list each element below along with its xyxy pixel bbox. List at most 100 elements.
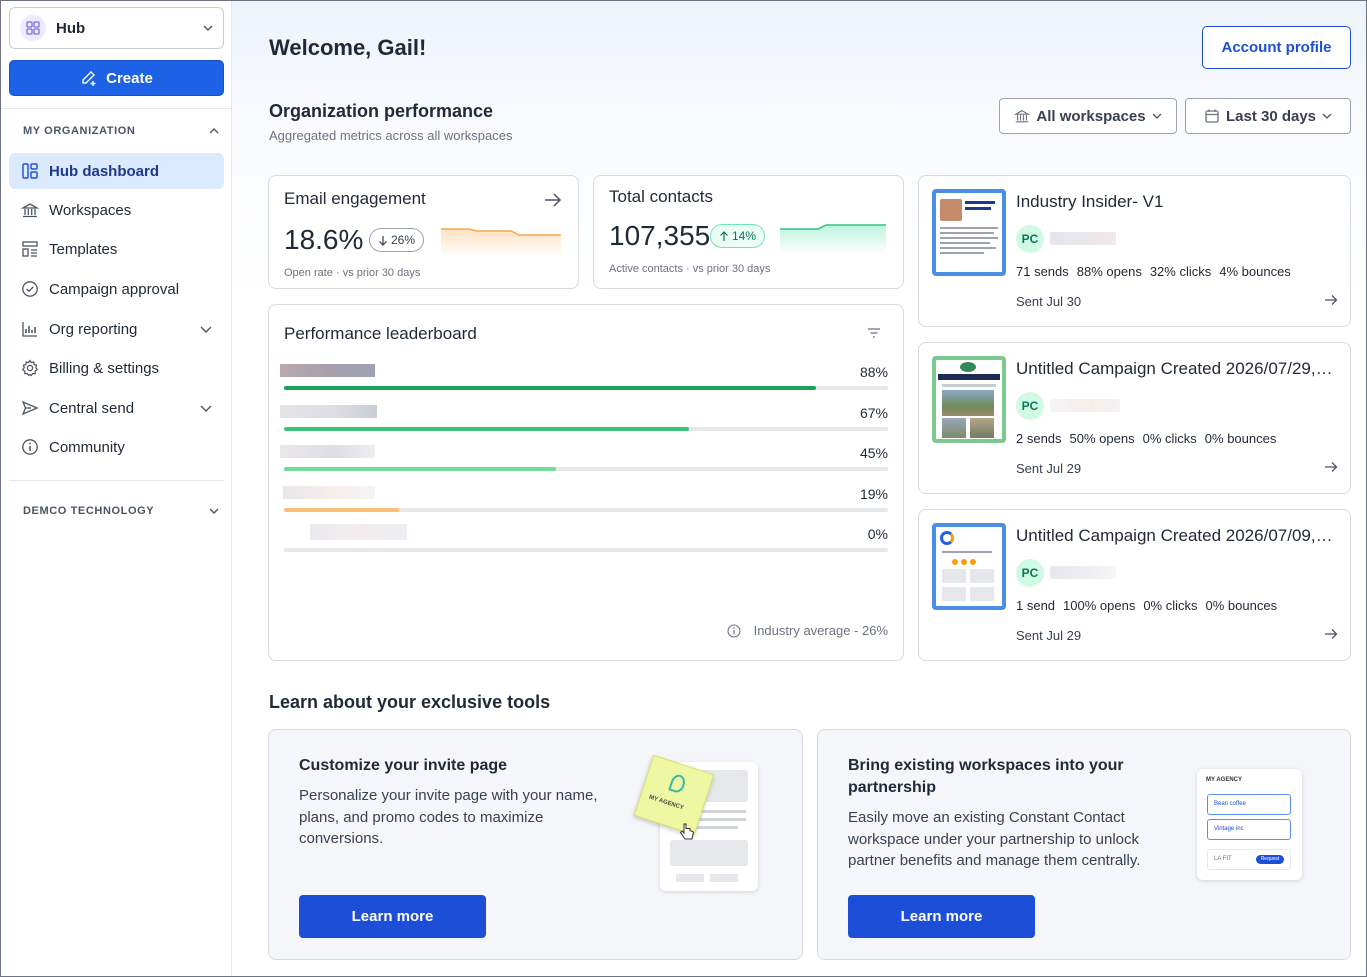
- illus-item: LA FIT Request: [1207, 849, 1291, 870]
- progress-fill: [284, 427, 689, 431]
- campaign-stats: 71 sends 88% opens 32% clicks 4% bounces: [1016, 264, 1299, 279]
- hub-selector[interactable]: Hub: [9, 7, 224, 49]
- tool-heading-line: Bring existing workspaces into your: [848, 757, 1124, 774]
- sparkline-green: [780, 224, 886, 254]
- tool-description: Personalize your invite page with your n…: [299, 787, 598, 847]
- chevron-down-icon: [200, 326, 212, 333]
- metric-value: 107,355: [609, 220, 711, 251]
- filter-icon[interactable]: [867, 327, 881, 339]
- stat-bounces: 0% bounces: [1204, 431, 1277, 446]
- arrow-right-icon[interactable]: [1324, 627, 1338, 641]
- info-icon: [21, 438, 39, 456]
- chevron-down-icon: [209, 508, 219, 514]
- stat-opens: 50% opens: [1069, 431, 1135, 446]
- progress-track: [284, 386, 888, 390]
- progress-track: [284, 548, 888, 552]
- industry-average: Industry average - 26%: [727, 623, 888, 638]
- stat-sends: 2 sends: [1016, 431, 1062, 446]
- calendar-icon: [1205, 109, 1219, 123]
- date-filter-dropdown[interactable]: Last 30 days: [1185, 98, 1351, 134]
- sidebar-item-billing-settings[interactable]: Billing & settings: [9, 350, 224, 386]
- avatar: PC: [1016, 225, 1044, 253]
- check-circle-icon: [21, 280, 39, 298]
- illus-title: MY AGENCY: [1206, 777, 1243, 783]
- sidebar-item-campaign-approval[interactable]: Campaign approval: [9, 271, 224, 307]
- bank-icon: [21, 201, 39, 219]
- learn-more-button[interactable]: Learn more: [848, 895, 1035, 938]
- progress-fill: [284, 508, 399, 512]
- templates-icon: [21, 240, 39, 258]
- metric-value: 18.6%: [284, 224, 364, 255]
- change-value: 14%: [732, 229, 757, 243]
- sidebar-item-central-send[interactable]: Central send: [9, 390, 224, 426]
- sidebar-item-label: Community: [49, 438, 125, 456]
- sidebar-item-hub-dashboard[interactable]: Hub dashboard: [9, 153, 224, 189]
- campaign-card[interactable]: Untitled Campaign Created 2026/07/09, 12…: [918, 509, 1351, 661]
- card-title: Total contacts: [609, 187, 713, 206]
- campaign-date: Sent Jul 29: [1016, 461, 1082, 476]
- industry-average-text: Industry average - 26%: [753, 623, 888, 638]
- chevron-down-icon: [1322, 113, 1332, 119]
- sidebar-item-label: Hub dashboard: [49, 162, 160, 180]
- email-engagement-card[interactable]: Email engagement 18.6% 26% Open rate · v…: [268, 175, 579, 289]
- stat-sends: 1 send: [1016, 598, 1056, 613]
- redacted-name: [280, 405, 377, 418]
- arrow-right-icon[interactable]: [544, 192, 562, 208]
- campaign-thumbnail: [932, 523, 1006, 610]
- sidebar-item-label: Workspaces: [49, 201, 132, 219]
- learn-more-button[interactable]: Learn more: [299, 895, 486, 938]
- section-label: DEMCO TECHNOLOGY: [23, 505, 155, 517]
- sidebar-item-label: Org reporting: [49, 320, 138, 338]
- account-profile-button[interactable]: Account profile: [1202, 26, 1351, 69]
- change-badge: 26%: [369, 228, 425, 252]
- dashboard-icon: [21, 162, 39, 180]
- dropdown-label: Last 30 days: [1225, 107, 1317, 125]
- campaign-thumbnail: [932, 189, 1006, 276]
- chevron-down-icon: [203, 25, 213, 31]
- sidebar-item-org-reporting[interactable]: Org reporting: [9, 311, 224, 347]
- hub-label: Hub: [56, 19, 86, 37]
- arrow-up-icon: [720, 230, 728, 241]
- section-my-organization[interactable]: MY ORGANIZATION: [23, 125, 219, 137]
- arrow-right-icon[interactable]: [1324, 460, 1338, 474]
- change-badge: 14%: [710, 224, 766, 248]
- stat-opens: 100% opens: [1063, 598, 1136, 613]
- campaign-title: Industry Insider- V1: [1016, 192, 1164, 211]
- stat-clicks: 32% clicks: [1149, 264, 1212, 279]
- sidebar-item-community[interactable]: Community: [9, 429, 224, 465]
- progress-track: [284, 508, 888, 512]
- redacted-name: [283, 486, 375, 499]
- campaign-card[interactable]: Industry Insider- V1 PC 71 sends 88% open…: [918, 175, 1351, 327]
- stat-clicks: 0% clicks: [1143, 598, 1198, 613]
- illus-item: Bean coffee: [1207, 794, 1291, 815]
- redacted-name: [1050, 566, 1116, 579]
- section-demco-technology[interactable]: DEMCO TECHNOLOGY: [23, 505, 219, 517]
- redacted-name: [310, 524, 407, 540]
- avatar: PC: [1016, 559, 1044, 587]
- sparkline-orange: [441, 228, 561, 258]
- illus-request-pill: Request: [1256, 855, 1284, 864]
- workspace-filter-dropdown[interactable]: All workspaces: [999, 98, 1177, 134]
- sidebar-item-workspaces[interactable]: Workspaces: [9, 192, 224, 228]
- arrow-down-icon: [379, 235, 387, 246]
- progress-track: [284, 467, 888, 471]
- section-title: Organization performance: [269, 101, 494, 121]
- sidebar-item-templates[interactable]: Templates: [9, 231, 224, 267]
- sidebar-item-label: Billing & settings: [49, 359, 160, 377]
- divider: [9, 480, 224, 481]
- redacted-name: [280, 364, 375, 377]
- create-button[interactable]: Create: [9, 60, 224, 96]
- metric-note: Open rate · vs prior 30 days: [284, 267, 421, 279]
- illus-item-label: LA FIT: [1214, 856, 1232, 862]
- sticker-label: MY AGENCY: [648, 794, 685, 812]
- stat-bounces: 4% bounces: [1219, 264, 1291, 279]
- campaign-card[interactable]: Untitled Campaign Created 2026/07/29, 3:…: [918, 342, 1351, 494]
- chevron-down-icon: [200, 405, 212, 412]
- arrow-right-icon[interactable]: [1324, 293, 1338, 307]
- row-percent: 88%: [859, 364, 888, 380]
- grid-icon: [20, 15, 46, 41]
- section-subtitle: Aggregated metrics across all workspaces: [269, 128, 513, 143]
- section-label: MY ORGANIZATION: [23, 125, 136, 137]
- campaign-date: Sent Jul 29: [1016, 628, 1082, 643]
- row-percent: 19%: [859, 486, 888, 502]
